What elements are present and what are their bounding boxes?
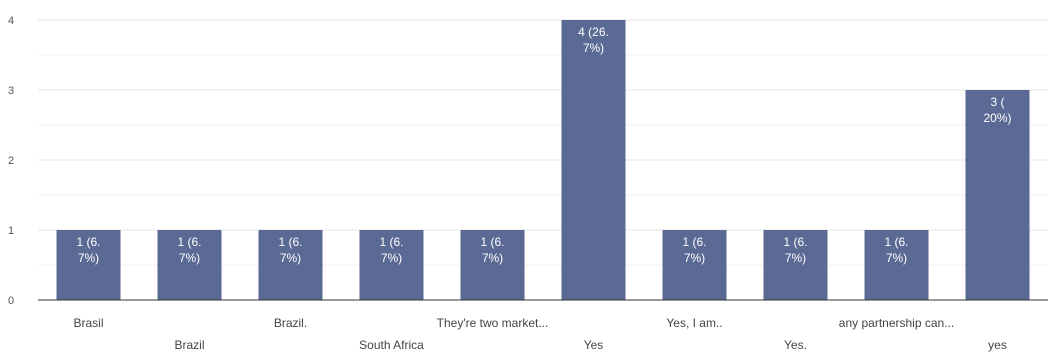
category-label: Brazil bbox=[174, 338, 204, 352]
bar bbox=[763, 230, 828, 300]
data-label: 1 (6. 7%) bbox=[480, 235, 504, 265]
category-label: Yes. bbox=[784, 338, 807, 352]
y-tick-label: 0 bbox=[8, 295, 14, 307]
data-labels: 1 (6. 7%) 1 (6. 7%) 1 (6. 7%) 1 (6. 7%) 1 (6. 7%)… bbox=[76, 25, 1011, 265]
bar bbox=[258, 230, 323, 300]
y-tick-label: 4 bbox=[8, 15, 14, 27]
bar bbox=[662, 230, 727, 300]
data-label: 1 (6. 7%) bbox=[76, 235, 100, 265]
category-label: Yes bbox=[584, 338, 604, 352]
data-label: 1 (6. 7%) bbox=[379, 235, 403, 265]
data-label: 1 (6. 7%) bbox=[884, 235, 908, 265]
bar bbox=[359, 230, 424, 300]
data-label: 1 (6. 7%) bbox=[177, 235, 201, 265]
category-label: Brasil bbox=[73, 316, 103, 330]
bar bbox=[460, 230, 525, 300]
y-tick-label: 1 bbox=[8, 225, 14, 237]
category-label: yes bbox=[988, 338, 1007, 352]
data-label: 1 (6. 7%) bbox=[783, 235, 807, 265]
category-labels: Brasil Brazil Brazil. South Africa They're t… bbox=[73, 316, 1006, 352]
data-label: 3 (20%) bbox=[983, 95, 1011, 125]
category-label: South Africa bbox=[359, 338, 424, 352]
data-label: 1 (6. 7%) bbox=[278, 235, 302, 265]
bar bbox=[157, 230, 222, 300]
data-label: 1 (6. 7%) bbox=[682, 235, 706, 265]
bar bbox=[965, 90, 1030, 300]
y-axis-ticks: 0 1 2 3 4 bbox=[8, 15, 14, 307]
bars bbox=[56, 20, 1030, 300]
bar bbox=[864, 230, 929, 300]
category-label: Brazil. bbox=[274, 316, 307, 330]
data-label: 4 (26. 7%) bbox=[578, 25, 609, 55]
bar bbox=[561, 20, 626, 300]
gridlines bbox=[38, 19, 1048, 266]
category-label: They're two market... bbox=[437, 316, 549, 330]
bar bbox=[56, 230, 121, 300]
category-label: Yes, I am.. bbox=[666, 316, 722, 330]
y-tick-label: 2 bbox=[8, 155, 14, 167]
y-tick-label: 3 bbox=[8, 85, 14, 97]
category-label: any partnership can... bbox=[839, 316, 954, 330]
